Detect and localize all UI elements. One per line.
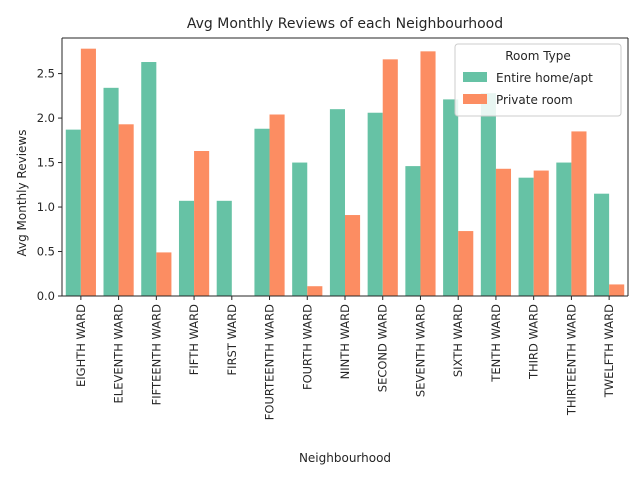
- bar-entire-home-8: [367, 112, 383, 296]
- bar-private-room-7: [345, 215, 361, 296]
- y-tick-label: 2.0: [37, 111, 55, 125]
- bar-private-room-14: [609, 284, 625, 296]
- x-tick-label: FIFTH WARD: [187, 304, 201, 375]
- bar-entire-home-1: [103, 87, 119, 296]
- x-axis-label: Neighbourhood: [299, 451, 391, 465]
- legend-label-0: Entire home/apt: [496, 71, 593, 85]
- x-tick-label: TENTH WARD: [489, 304, 503, 383]
- bar-private-room-11: [495, 168, 512, 296]
- bar-entire-home-4: [216, 200, 232, 296]
- legend: Room Type Entire home/apt Private room: [454, 43, 622, 117]
- bar-entire-home-10: [443, 99, 459, 296]
- bar-entire-home-9: [405, 166, 421, 296]
- bar-private-room-12: [533, 170, 549, 296]
- bar-private-room-9: [420, 51, 436, 297]
- bar-entire-home-11: [480, 93, 496, 296]
- bar-private-room-3: [194, 150, 210, 296]
- y-tick-label: 0.0: [37, 289, 55, 303]
- bar-private-room-0: [80, 48, 96, 297]
- bar-entire-home-12: [518, 177, 534, 296]
- x-tick-label: TWELFTH WARD: [602, 304, 616, 398]
- x-tick-label: FIRST WARD: [225, 304, 239, 376]
- x-axis: EIGHTH WARD ELEVENTH WARD FIFTEENTH WARD FI…: [62, 295, 628, 420]
- y-tick-label: 2.5: [37, 67, 55, 81]
- x-tick-label: EIGHTH WARD: [74, 304, 88, 387]
- bar-entire-home-13: [556, 162, 572, 296]
- x-tick-label: FOURTH WARD: [300, 304, 314, 390]
- legend-title: Room Type: [505, 49, 571, 63]
- bar-entire-home-5: [254, 128, 270, 296]
- legend-label-1: Private room: [496, 93, 573, 107]
- bars-group: [65, 48, 625, 297]
- y-tick-label: 0.5: [37, 245, 55, 259]
- bar-private-room-13: [571, 131, 587, 296]
- x-tick-label: ELEVENTH WARD: [112, 304, 126, 404]
- bar-entire-home-2: [141, 62, 157, 296]
- legend-box: [454, 43, 622, 117]
- y-axis: 0.0 0.5 1.0 1.5 2.0 2.5: [37, 37, 629, 303]
- x-tick-label: FOURTEENTH WARD: [263, 304, 277, 420]
- x-tick-label: SIXTH WARD: [451, 304, 465, 377]
- legend-swatch-0: [463, 72, 487, 82]
- x-tick-label: NINTH WARD: [338, 304, 352, 380]
- bar-private-room-5: [269, 114, 285, 296]
- bar-private-room-2: [156, 252, 172, 296]
- legend-swatch-1: [463, 94, 487, 104]
- bar-entire-home-14: [594, 193, 610, 296]
- x-tick-label: SEVENTH WARD: [413, 304, 427, 397]
- x-tick-label: FIFTEENTH WARD: [149, 304, 163, 406]
- bar-entire-home-0: [65, 129, 81, 296]
- bar-private-room-6: [307, 286, 323, 296]
- y-tick-label: 1.0: [37, 200, 55, 214]
- x-tick-label: THIRTEENTH WARD: [564, 304, 578, 416]
- bar-private-room-8: [382, 59, 398, 296]
- y-axis-label: Avg Monthly Reviews: [15, 130, 29, 257]
- bar-entire-home-3: [178, 200, 195, 296]
- bar-private-room-1: [118, 124, 134, 296]
- bar-entire-home-7: [329, 109, 345, 296]
- x-tick-label: THIRD WARD: [527, 304, 541, 380]
- x-tick-label: SECOND WARD: [376, 304, 390, 392]
- y-tick-label: 1.5: [37, 156, 55, 170]
- bar-private-room-10: [458, 231, 474, 296]
- chart-title: Avg Monthly Reviews of each Neighbourhoo…: [187, 16, 503, 32]
- bar-entire-home-6: [292, 162, 308, 296]
